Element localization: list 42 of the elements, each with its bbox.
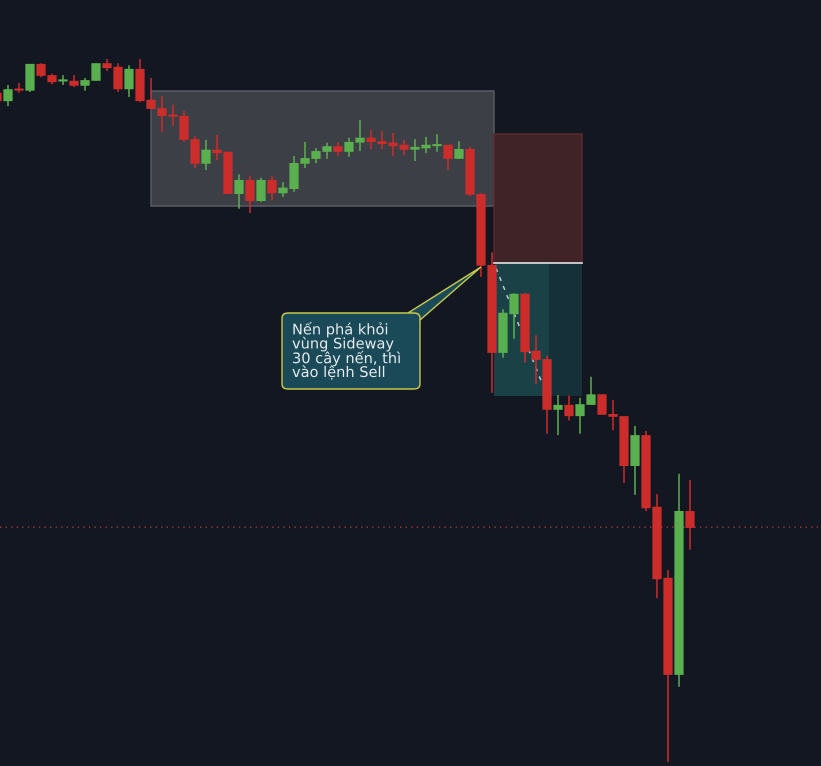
candlestick [443, 144, 453, 171]
candlestick [388, 132, 398, 157]
candlestick [113, 62, 123, 93]
candlestick [212, 134, 222, 161]
candlestick [91, 62, 101, 82]
annotation: Nến phá khỏi vùng Sideway 30 cây nến, thì vào lệnh Sell [292, 322, 400, 380]
candlestick [146, 77, 156, 110]
candlestick [685, 479, 695, 550]
candlestick [157, 95, 167, 133]
candlestick [3, 84, 13, 107]
candlestick [531, 334, 541, 385]
candlestick [564, 394, 574, 422]
candlestick [124, 64, 134, 98]
candlestick [168, 104, 178, 127]
candlestick [267, 174, 277, 202]
candlestick [80, 77, 90, 92]
candlestick [553, 394, 563, 436]
candlestick [256, 177, 266, 202]
candlestick [300, 141, 310, 169]
candlestick [234, 174, 244, 210]
candlestick [245, 174, 255, 214]
candlestick [179, 110, 189, 143]
candlestick [355, 119, 365, 152]
candlestick [509, 292, 519, 340]
candlestick [366, 129, 376, 150]
candlestick [421, 136, 431, 154]
candlestick [47, 73, 57, 86]
candlestick [322, 142, 332, 160]
candlestick [201, 139, 211, 171]
candlestick [102, 58, 112, 72]
candlestick [432, 133, 442, 153]
candlestick [454, 140, 464, 160]
candlestick [311, 148, 321, 164]
candlestick [278, 181, 288, 198]
candlestick [575, 397, 585, 434]
candlestick [586, 376, 596, 406]
candlestick [333, 141, 343, 157]
candlestick [344, 136, 354, 158]
candlestick [58, 74, 68, 86]
candlestick [36, 62, 46, 78]
candlestick [608, 399, 618, 431]
candlestick [14, 82, 24, 94]
